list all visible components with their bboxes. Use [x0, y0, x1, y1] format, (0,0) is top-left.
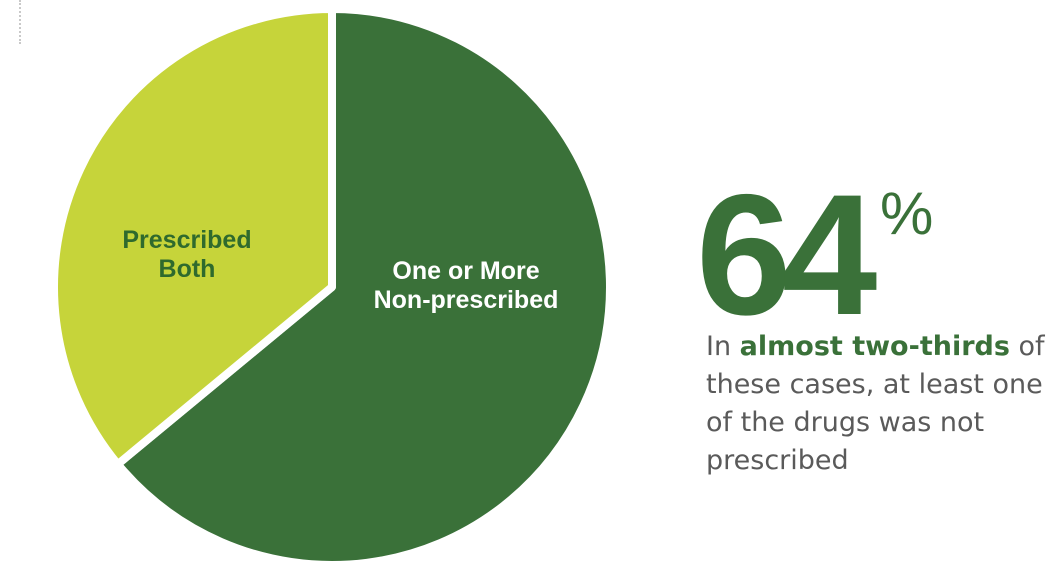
caption-rest-text: of these cases, at least one of the drug… [706, 331, 1045, 476]
pie-slice-non-prescribed [113, 5, 614, 564]
stat-percent-sign: % [880, 180, 934, 247]
pie-slice-prescribed-both [50, 5, 336, 469]
page-edge-dotted-mark [19, 0, 25, 44]
stat-number: 64 [696, 159, 877, 351]
caption-lead-text: In [706, 331, 740, 362]
slice-label-prescribed-both: Prescribed Both [122, 226, 252, 283]
stat-caption: In almost two-thirds of these cases, at … [706, 328, 1054, 480]
caption-emphasis-text: almost two-thirds [739, 331, 1010, 362]
slice-label-non-prescribed: One or More Non-prescribed [373, 257, 559, 314]
